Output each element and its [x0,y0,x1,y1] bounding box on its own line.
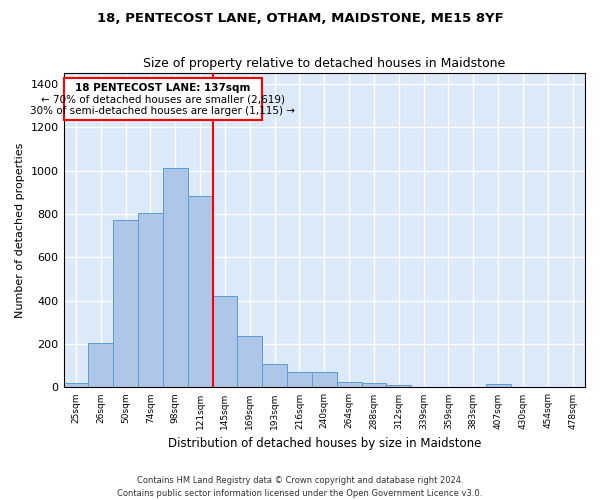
Bar [386,386,411,388]
Bar [337,382,362,388]
Bar [64,383,88,388]
Bar [138,213,163,388]
Title: Size of property relative to detached houses in Maidstone: Size of property relative to detached ho… [143,58,505,70]
Bar [212,296,238,388]
Bar [238,336,262,388]
Bar [362,383,386,388]
Text: Contains HM Land Registry data © Crown copyright and database right 2024.
Contai: Contains HM Land Registry data © Crown c… [118,476,482,498]
FancyBboxPatch shape [64,78,262,120]
Bar [312,372,337,388]
Text: 18 PENTECOST LANE: 137sqm: 18 PENTECOST LANE: 137sqm [75,82,251,92]
Bar [485,384,511,388]
Bar [287,372,312,388]
X-axis label: Distribution of detached houses by size in Maidstone: Distribution of detached houses by size … [167,437,481,450]
Text: ← 70% of detached houses are smaller (2,619): ← 70% of detached houses are smaller (2,… [41,94,285,104]
Bar [262,364,287,388]
Bar [88,343,113,388]
Text: 18, PENTECOST LANE, OTHAM, MAIDSTONE, ME15 8YF: 18, PENTECOST LANE, OTHAM, MAIDSTONE, ME… [97,12,503,26]
Text: 30% of semi-detached houses are larger (1,115) →: 30% of semi-detached houses are larger (… [31,106,295,116]
Bar [188,196,212,388]
Bar [163,168,188,388]
Y-axis label: Number of detached properties: Number of detached properties [15,142,25,318]
Bar [113,220,138,388]
